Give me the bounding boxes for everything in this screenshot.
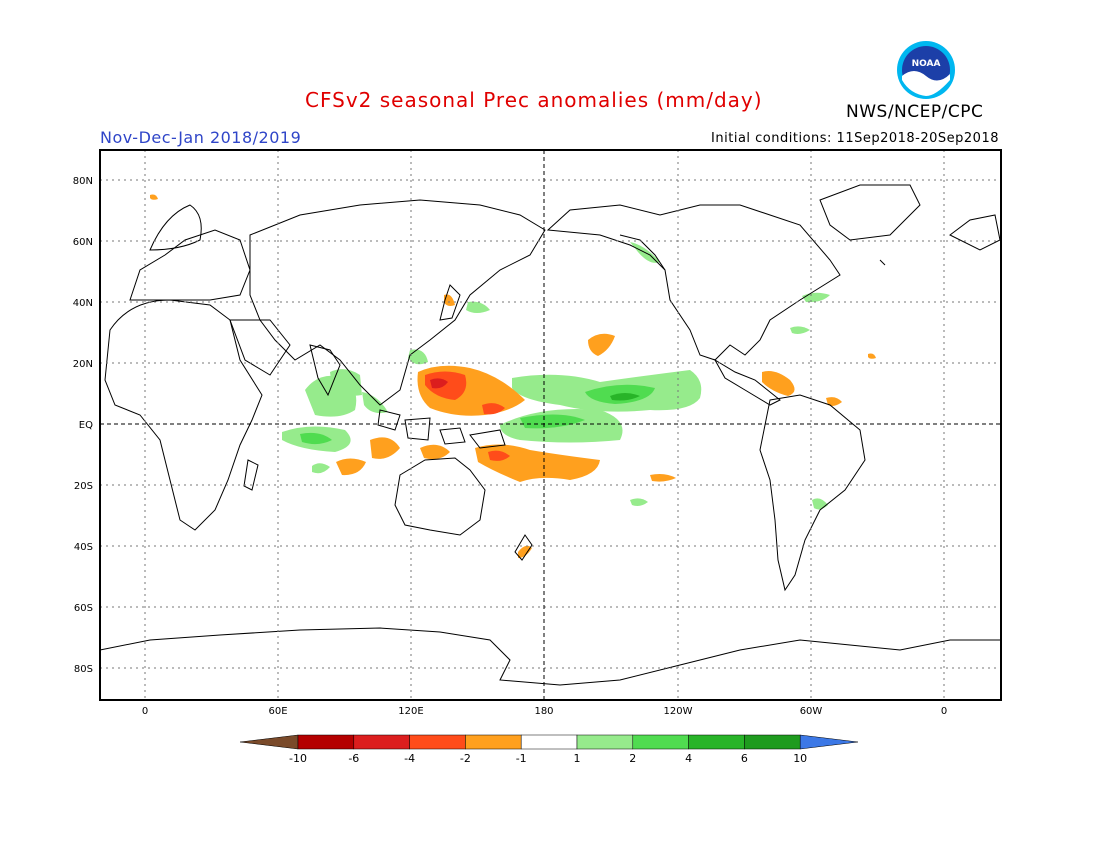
legend-label: -10 [289, 752, 307, 765]
forecast-period: Nov-Dec-Jan 2018/2019 [100, 128, 302, 147]
wet-atlantic-north [802, 292, 830, 303]
legend-label: 1 [574, 752, 581, 765]
dry-nz [518, 545, 532, 558]
wet-north-pacific-core2 [610, 393, 640, 401]
dry-sunda [336, 458, 366, 476]
lat-lon-grid [100, 150, 1001, 700]
color-legend: -10 -6 -4 -2 -1 1 2 4 6 10 [239, 734, 859, 765]
legend-arrow-right [799, 734, 859, 750]
wet-arabian-sea [330, 369, 362, 396]
lat-label: 80N [73, 176, 93, 187]
legend-swatch [353, 734, 410, 750]
wet-south-indian-2 [312, 463, 330, 474]
lon-label: 60W [800, 706, 823, 717]
agency-label: NWS/NCEP/CPC [846, 102, 984, 122]
lon-label: 60E [268, 706, 287, 717]
legend-swatch [465, 734, 522, 750]
lon-label: 180 [534, 706, 553, 717]
dry-south-pacific [650, 474, 676, 482]
legend-label: 6 [741, 752, 748, 765]
dry-timor [420, 444, 450, 460]
dry-indonesia [370, 437, 400, 459]
legend-label: -1 [516, 752, 527, 765]
legend-arrow-left [239, 734, 299, 750]
map-title: CFSv2 seasonal Prec anomalies (mm/day) [305, 88, 763, 112]
legend-swatch [520, 734, 578, 750]
wet-south-indian-core [300, 432, 332, 445]
legend-label: 4 [685, 752, 692, 765]
anomaly-shading [150, 194, 876, 558]
lat-label: 40S [74, 542, 93, 553]
legend-label: -2 [460, 752, 471, 765]
legend-swatch [409, 734, 466, 750]
dry-coral-sea [475, 444, 600, 482]
lat-label: EQ [79, 420, 93, 431]
noaa-logo-text: NOAA [912, 59, 941, 69]
legend-label: 2 [629, 752, 636, 765]
dry-japan [444, 294, 455, 306]
dry-atlantic [868, 353, 876, 359]
longitude-labels: 0 60E 120E 180 120W 60W 0 [142, 706, 947, 717]
lon-label: 120W [664, 706, 693, 717]
dry-central-pacific [588, 333, 615, 356]
lat-label: 40N [73, 298, 93, 309]
legend-swatch [744, 734, 801, 750]
wet-south-pacific [630, 498, 648, 506]
dry-north-atlantic [150, 194, 158, 200]
dry-guiana [826, 397, 842, 406]
lat-label: 80S [74, 664, 93, 675]
legend-swatch [632, 734, 689, 750]
dry-philippine-2 [482, 403, 505, 415]
wet-atlantic-mid [790, 326, 810, 334]
legend-swatch [688, 734, 745, 750]
noaa-logo-icon: NOAA [897, 41, 955, 99]
lon-label: 0 [142, 706, 148, 717]
legend-swatch [297, 734, 355, 750]
dry-central-america [762, 371, 795, 396]
lat-label: 20N [73, 359, 93, 370]
wet-eq-pacific-core [520, 414, 585, 429]
dry-philippine-core2 [430, 378, 448, 389]
legend-label: -4 [404, 752, 415, 765]
coastlines [99, 184, 1001, 686]
latitude-labels: 80N 60N 40N 20N EQ 20S 40S 60S 80S [73, 176, 93, 675]
wet-south-china-sea [408, 349, 428, 365]
lat-label: 60S [74, 603, 93, 614]
map-frame [99, 149, 1002, 701]
lat-label: 60N [73, 237, 93, 248]
dry-coral-core [488, 450, 510, 461]
legend-label: -6 [348, 752, 359, 765]
lon-label: 120E [398, 706, 423, 717]
legend-label: 10 [793, 752, 807, 765]
lon-label: 0 [941, 706, 947, 717]
lat-label: 20S [74, 481, 93, 492]
wet-bay-of-bengal [362, 392, 388, 414]
legend-swatch [576, 734, 634, 750]
wet-south-america [812, 498, 828, 510]
initial-conditions: Initial conditions: 11Sep2018-20Sep2018 [711, 131, 999, 146]
wet-japan-east [466, 301, 490, 313]
